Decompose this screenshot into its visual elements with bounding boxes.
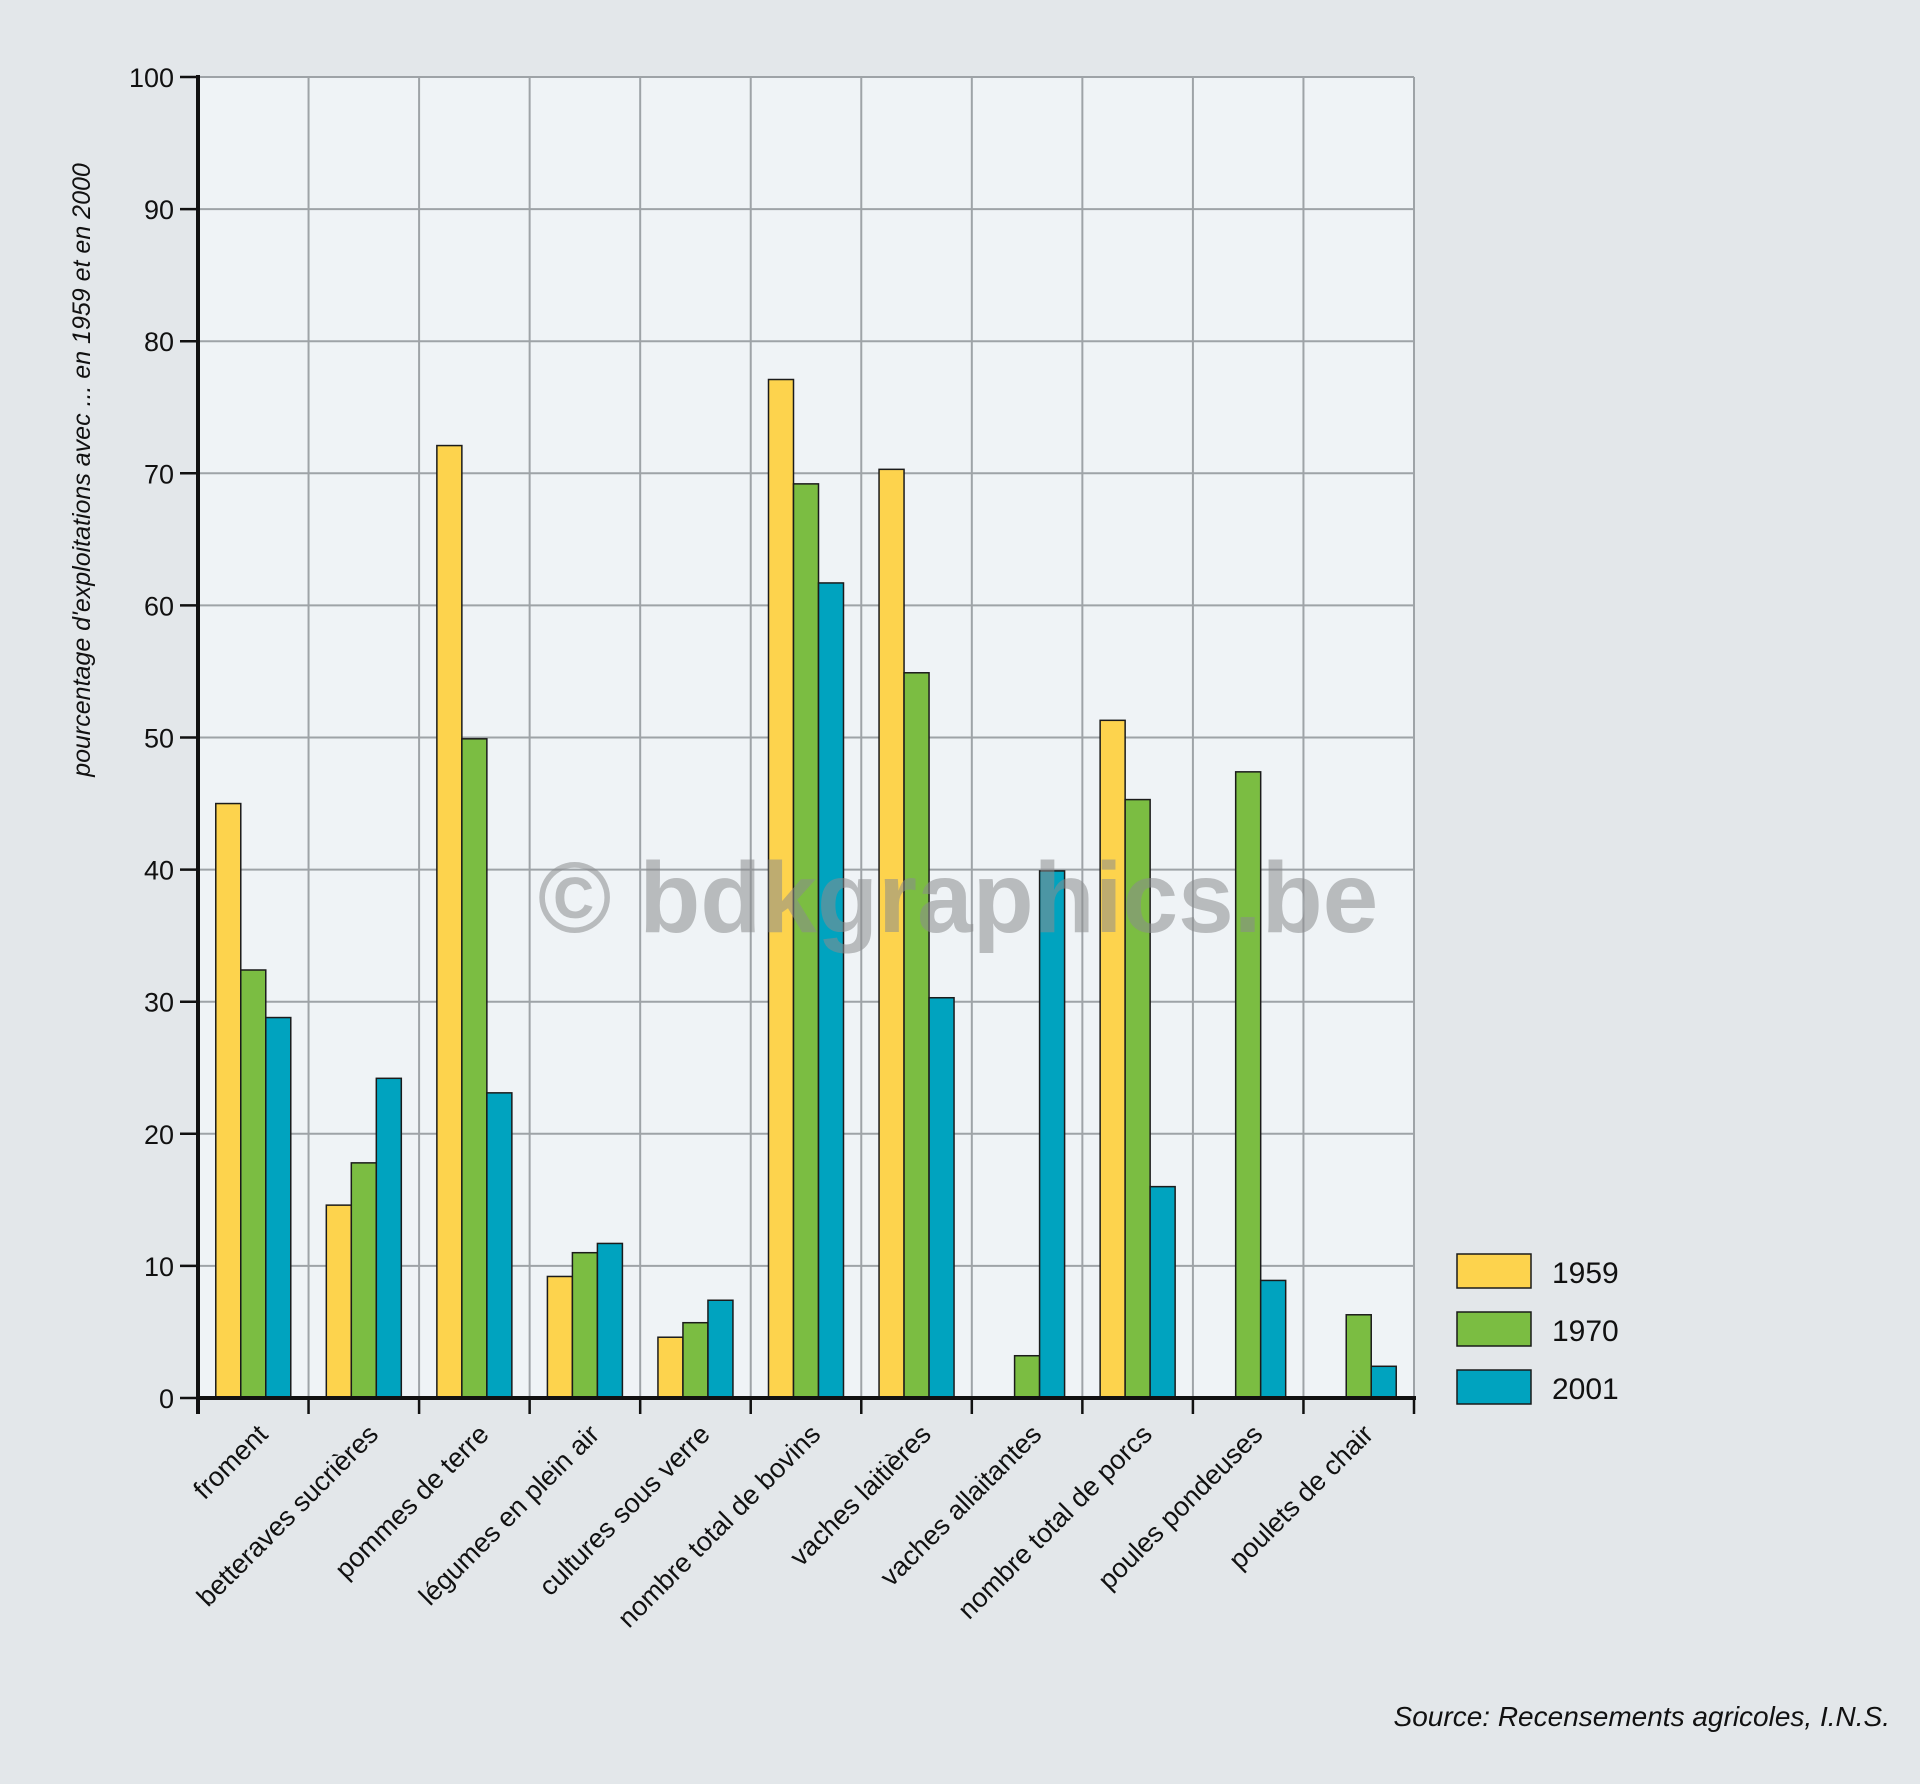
legend-label-2001: 2001 (1552, 1373, 1619, 1406)
category-label: nombre total de porcs (952, 1419, 1158, 1625)
bar-2001-7 (928, 996, 955, 1399)
legend: 1959 1970 2001 (1456, 1253, 1619, 1406)
y-tick-label: 40 (144, 856, 174, 886)
category-label: froment (188, 1419, 274, 1505)
bar-1970-9 (1124, 798, 1151, 1399)
y-axis-label: pourcentage d'exploitations avec ... en … (68, 163, 96, 778)
bar-1970-2 (350, 1162, 378, 1399)
watermark: © bdkgraphics.be (538, 842, 1379, 954)
bar-1959-9 (1099, 719, 1126, 1399)
bar-1970-5 (682, 1321, 709, 1399)
y-tick-label: 100 (129, 63, 174, 93)
legend-label-1970: 1970 (1552, 1315, 1619, 1348)
y-tick-label: 80 (144, 327, 174, 357)
bar-1970-4 (571, 1251, 599, 1399)
y-tick-label: 70 (144, 459, 174, 489)
bars (215, 378, 1397, 1399)
bar-1970-3 (461, 738, 488, 1399)
axes (180, 75, 1416, 1414)
bar-2001-5 (707, 1299, 734, 1399)
bar-1959-2 (325, 1204, 353, 1399)
y-tick-label: 10 (144, 1252, 174, 1282)
bar-1970-11 (1345, 1314, 1372, 1399)
bar-1959-6 (767, 378, 795, 1399)
bar-1959-5 (657, 1336, 684, 1399)
category-label: légumes en plein air (413, 1419, 605, 1611)
y-tick-label: 20 (144, 1120, 174, 1150)
legend-swatch-1970 (1456, 1311, 1532, 1347)
source-note: Source: Recensements agricoles, I.N.S. (1394, 1701, 1890, 1732)
bar-1959-3 (436, 444, 463, 1399)
bar-1970-8 (1013, 1354, 1041, 1399)
y-tick-label: 50 (144, 724, 174, 754)
y-tick-label: 90 (144, 195, 174, 225)
category-label: nombre total de bovins (612, 1419, 826, 1633)
bar-2001-10 (1259, 1279, 1287, 1399)
y-tick-label: 0 (159, 1384, 174, 1414)
bar-2001-2 (375, 1077, 403, 1399)
y-tick-label: 60 (144, 591, 174, 621)
y-tick-label: 30 (144, 988, 174, 1018)
legend-swatch-2001 (1456, 1369, 1532, 1405)
bar-2001-9 (1149, 1185, 1176, 1399)
category-label: betteraves sucrières (191, 1419, 384, 1612)
legend-swatch-1959 (1456, 1253, 1532, 1289)
y-tick-labels: 0 10 20 30 40 50 60 70 80 90 100 (129, 63, 174, 1414)
bar-2001-3 (486, 1092, 513, 1399)
bar-1970-6 (792, 483, 820, 1399)
bar-1959-1 (215, 802, 242, 1399)
gridlines (198, 76, 1415, 1398)
legend-label-1959: 1959 (1552, 1257, 1619, 1290)
bar-2001-11 (1370, 1365, 1397, 1399)
bar-1970-1 (240, 969, 267, 1399)
bar-1959-7 (878, 468, 905, 1399)
bar-1970-7 (903, 672, 930, 1399)
bar-2001-6 (817, 582, 845, 1399)
bar-2001-1 (265, 1016, 292, 1399)
bar-2001-4 (596, 1242, 624, 1399)
bar-1959-4 (546, 1275, 574, 1399)
